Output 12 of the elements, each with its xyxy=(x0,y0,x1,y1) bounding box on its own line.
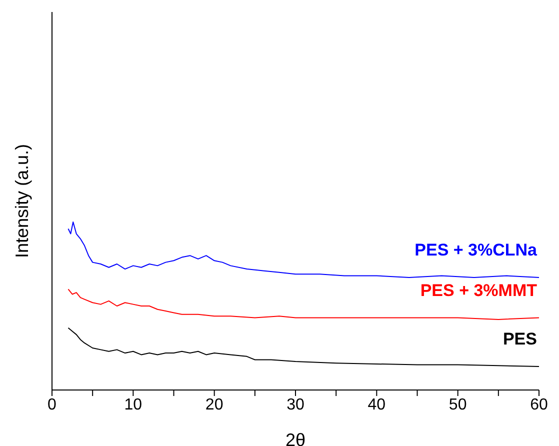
x-axis-title: 2θ xyxy=(285,430,306,446)
x-tick-label: 10 xyxy=(124,396,142,414)
x-tick-label: 40 xyxy=(368,396,386,414)
y-axis-title: Intensity (a.u.) xyxy=(12,144,32,258)
x-tick-label: 50 xyxy=(448,396,467,414)
x-tick-label: 60 xyxy=(530,396,548,414)
x-tick-label: 20 xyxy=(205,396,224,414)
x-tick-label: 30 xyxy=(286,396,304,414)
series-label: PES + 3%MMT xyxy=(420,280,538,300)
series-label: PES xyxy=(502,329,537,348)
x-tick-label: 0 xyxy=(48,396,57,414)
series-label: PES + 3%CLNa xyxy=(414,240,538,260)
